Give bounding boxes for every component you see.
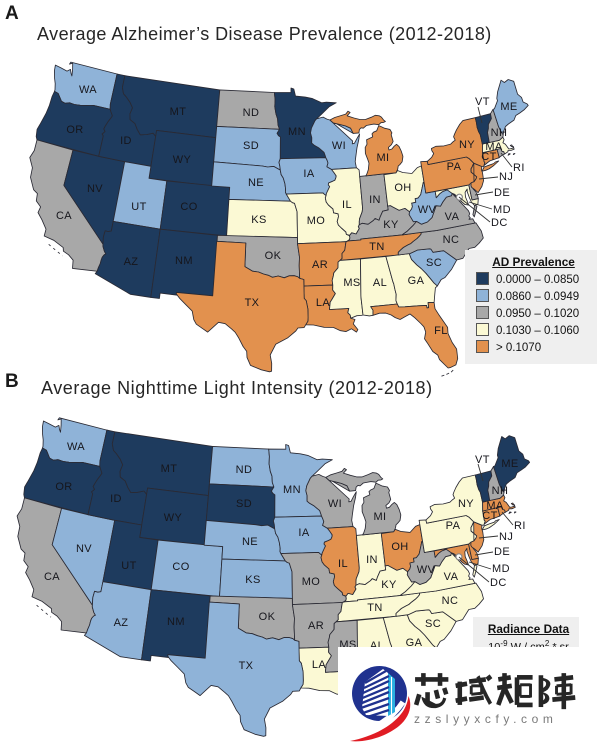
svg-text:CA: CA bbox=[44, 571, 60, 583]
svg-text:SD: SD bbox=[236, 498, 252, 510]
svg-text:NV: NV bbox=[87, 183, 103, 195]
svg-text:CA: CA bbox=[56, 210, 72, 222]
svg-text:AR: AR bbox=[308, 620, 324, 632]
svg-text:MI: MI bbox=[376, 152, 389, 164]
svg-text:PA: PA bbox=[447, 161, 462, 173]
svg-text:MT: MT bbox=[170, 106, 187, 118]
svg-text:ME: ME bbox=[500, 101, 517, 113]
svg-text:IA: IA bbox=[303, 168, 314, 180]
svg-text:KS: KS bbox=[251, 214, 266, 226]
svg-text:MA: MA bbox=[485, 141, 503, 153]
svg-text:KY: KY bbox=[381, 579, 397, 591]
svg-text:UT: UT bbox=[131, 201, 146, 213]
svg-text:UT: UT bbox=[121, 560, 136, 572]
svg-text:FL: FL bbox=[434, 325, 448, 337]
svg-text:ND: ND bbox=[236, 464, 253, 476]
svg-text:SC: SC bbox=[425, 618, 441, 630]
svg-text:SC: SC bbox=[426, 257, 442, 269]
svg-text:NY: NY bbox=[459, 139, 475, 151]
svg-text:ID: ID bbox=[120, 135, 132, 147]
svg-text:AR: AR bbox=[312, 259, 328, 271]
svg-text:NJ: NJ bbox=[499, 531, 513, 543]
svg-text:NC: NC bbox=[442, 595, 459, 607]
svg-text:OR: OR bbox=[66, 124, 83, 136]
svg-text:MS: MS bbox=[343, 277, 360, 289]
svg-text:MI: MI bbox=[373, 511, 386, 523]
svg-text:NH: NH bbox=[492, 485, 509, 497]
svg-text:MO: MO bbox=[302, 576, 321, 588]
svg-text:DC: DC bbox=[491, 217, 508, 229]
svg-text:DE: DE bbox=[494, 546, 510, 558]
svg-text:NC: NC bbox=[443, 234, 460, 246]
svg-text:VT: VT bbox=[475, 454, 490, 466]
svg-text:TX: TX bbox=[239, 660, 254, 672]
svg-text:NJ: NJ bbox=[499, 171, 513, 183]
svg-text:WY: WY bbox=[164, 512, 183, 524]
svg-text:IA: IA bbox=[298, 527, 309, 539]
svg-text:OH: OH bbox=[391, 541, 408, 553]
svg-text:CT: CT bbox=[481, 151, 496, 163]
svg-text:WA: WA bbox=[79, 84, 97, 96]
svg-text:TN: TN bbox=[367, 602, 382, 614]
svg-text:NY: NY bbox=[458, 498, 474, 510]
svg-text:VA: VA bbox=[445, 211, 460, 223]
svg-text:OK: OK bbox=[259, 611, 276, 623]
svg-text:ME: ME bbox=[501, 458, 518, 470]
svg-text:LA: LA bbox=[312, 659, 327, 671]
svg-text:DE: DE bbox=[494, 187, 510, 199]
svg-text:CO: CO bbox=[180, 201, 197, 213]
svg-text:OK: OK bbox=[265, 250, 282, 262]
svg-text:AL: AL bbox=[373, 277, 387, 289]
svg-text:MD: MD bbox=[492, 563, 510, 575]
svg-text:NV: NV bbox=[76, 543, 92, 555]
svg-text:RI: RI bbox=[514, 520, 526, 532]
svg-text:WV: WV bbox=[417, 564, 436, 576]
svg-text:OH: OH bbox=[394, 182, 411, 194]
svg-text:ID: ID bbox=[110, 493, 122, 505]
svg-text:IL: IL bbox=[342, 199, 352, 211]
svg-text:WA: WA bbox=[67, 441, 85, 453]
svg-text:RI: RI bbox=[513, 162, 525, 174]
svg-text:LA: LA bbox=[316, 297, 331, 309]
svg-text:GA: GA bbox=[408, 275, 425, 287]
svg-text:PA: PA bbox=[446, 520, 461, 532]
svg-text:KS: KS bbox=[245, 574, 260, 586]
svg-text:NH: NH bbox=[491, 127, 508, 139]
svg-text:MN: MN bbox=[288, 126, 306, 138]
svg-text:MO: MO bbox=[307, 215, 326, 227]
svg-text:VA: VA bbox=[444, 571, 459, 583]
svg-text:WY: WY bbox=[173, 154, 192, 166]
svg-text:KY: KY bbox=[383, 219, 399, 231]
svg-text:MD: MD bbox=[493, 204, 511, 216]
svg-text:AZ: AZ bbox=[114, 617, 129, 629]
svg-text:SD: SD bbox=[243, 140, 259, 152]
svg-text:NM: NM bbox=[175, 255, 193, 267]
svg-text:MN: MN bbox=[283, 484, 301, 496]
svg-text:OR: OR bbox=[55, 481, 72, 493]
svg-text:WI: WI bbox=[328, 498, 342, 510]
svg-text:NE: NE bbox=[248, 177, 264, 189]
svg-text:IN: IN bbox=[366, 554, 378, 566]
svg-text:WV: WV bbox=[418, 204, 437, 216]
svg-text:IN: IN bbox=[369, 194, 381, 206]
svg-text:IL: IL bbox=[338, 558, 348, 570]
svg-text:VT: VT bbox=[475, 96, 490, 108]
svg-text:MT: MT bbox=[161, 463, 178, 475]
svg-text:GA: GA bbox=[406, 637, 423, 649]
svg-text:TN: TN bbox=[369, 241, 384, 253]
svg-text:ND: ND bbox=[243, 107, 260, 119]
svg-text:CO: CO bbox=[172, 561, 189, 573]
svg-text:DC: DC bbox=[490, 577, 507, 589]
svg-text:AZ: AZ bbox=[124, 256, 139, 268]
svg-text:NE: NE bbox=[242, 536, 258, 548]
svg-text:CT: CT bbox=[482, 510, 497, 522]
svg-text:MA: MA bbox=[486, 500, 504, 512]
svg-text:WI: WI bbox=[332, 140, 346, 152]
svg-text:TX: TX bbox=[245, 297, 260, 309]
svg-text:NM: NM bbox=[167, 616, 185, 628]
